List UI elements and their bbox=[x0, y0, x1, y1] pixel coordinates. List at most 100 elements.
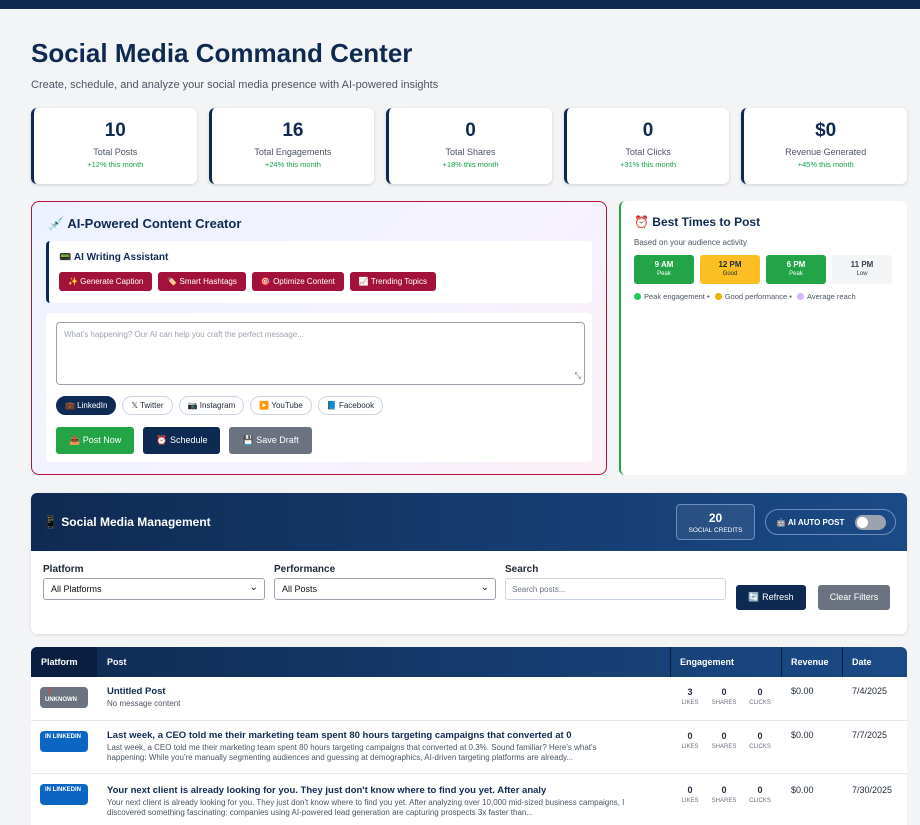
trending-topics-button[interactable]: 📈 Trending Topics bbox=[349, 272, 436, 291]
likes-value: 0 bbox=[687, 731, 693, 741]
page-subtitle: Create, schedule, and analyze your socia… bbox=[31, 79, 439, 91]
post-title[interactable]: Last week, a CEO told me their marketing… bbox=[107, 730, 572, 741]
management-title: 📱 Social Media Management bbox=[43, 515, 211, 529]
refresh-button[interactable]: 🔄 Refresh bbox=[736, 585, 806, 610]
post-now-button[interactable]: 📤 Post Now bbox=[56, 427, 135, 454]
chevron-down-icon: ⌄ bbox=[249, 582, 258, 593]
toggle-switch[interactable] bbox=[855, 515, 886, 530]
textarea-placeholder: What's happening? Our AI can help you cr… bbox=[64, 330, 304, 339]
resize-handle-icon[interactable]: ⤡ bbox=[574, 371, 581, 380]
table-row[interactable]: IN LINKEDIN Last week, a CEO told me the… bbox=[31, 721, 907, 774]
best-times-title: ⏰ Best Times to Post bbox=[634, 215, 761, 229]
col-divider bbox=[842, 647, 843, 677]
filters-bar: Platform All Platforms ⌄ Performance All … bbox=[31, 551, 907, 634]
optimize-content-button[interactable]: 🎯 Optimize Content bbox=[251, 272, 344, 291]
platform-twitter[interactable]: 𝕏 Twitter bbox=[122, 396, 173, 415]
slot-tag: Peak bbox=[657, 271, 671, 277]
stat-value: 0 bbox=[642, 120, 654, 141]
platform-facebook[interactable]: 📘 Facebook bbox=[317, 396, 384, 415]
clicks-value: 0 bbox=[757, 785, 763, 795]
legend-peak: Peak engagement • bbox=[644, 292, 710, 301]
best-times-legend: Peak engagement • Good performance • Ave… bbox=[634, 292, 894, 301]
chevron-down-icon: ⌄ bbox=[480, 582, 489, 593]
date-cell: 7/7/2025 bbox=[852, 730, 888, 740]
credits-value: 20 bbox=[708, 511, 723, 525]
revenue-cell: $0.00 bbox=[791, 730, 814, 740]
clicks-cell: 0 CLICKS bbox=[745, 731, 775, 750]
clicks-label: CLICKS bbox=[749, 700, 771, 706]
platform-badge: IN LINKEDIN bbox=[40, 784, 88, 805]
slot-time: 11 PM bbox=[850, 260, 874, 269]
shares-label: SHARES bbox=[711, 744, 737, 750]
stat-change: +45% this month bbox=[797, 160, 854, 169]
col-revenue: Revenue bbox=[791, 657, 829, 667]
stat-total-shares: 0 Total Shares +18% this month bbox=[386, 108, 552, 184]
likes-value: 3 bbox=[687, 687, 693, 697]
generate-caption-button[interactable]: ✨ Generate Caption bbox=[59, 272, 153, 291]
assistant-title: 📟 AI Writing Assistant bbox=[59, 252, 169, 263]
post-body: No message content bbox=[107, 699, 181, 708]
schedule-button[interactable]: ⏰ Schedule bbox=[143, 427, 221, 454]
smart-hashtags-button[interactable]: 🏷️ Smart Hashtags bbox=[158, 272, 246, 291]
stat-value: 10 bbox=[104, 120, 126, 141]
legend-average: Average reach bbox=[807, 292, 856, 301]
platform-col-bg bbox=[31, 647, 97, 677]
ai-writing-assistant: 📟 AI Writing Assistant ✨ Generate Captio… bbox=[46, 241, 592, 303]
revenue-cell: $0.00 bbox=[791, 686, 814, 696]
likes-label: LIKES bbox=[681, 798, 699, 804]
clear-filters-button[interactable]: Clear Filters bbox=[818, 585, 890, 610]
col-engagement: Engagement bbox=[680, 657, 735, 667]
likes-cell: 0 LIKES bbox=[675, 785, 705, 804]
stat-change: +31% this month bbox=[620, 160, 677, 169]
platform-filter-label: Platform bbox=[43, 564, 84, 575]
platform-youtube[interactable]: ▶️ YouTube bbox=[250, 396, 312, 415]
save-draft-button[interactable]: 💾 Save Draft bbox=[229, 427, 312, 454]
time-slot: 9 AM Peak bbox=[634, 255, 694, 284]
col-divider bbox=[781, 647, 782, 677]
legend-good: Good performance • bbox=[724, 292, 792, 301]
performance-select[interactable]: All Posts ⌄ bbox=[274, 578, 496, 600]
post-title[interactable]: Your next client is already looking for … bbox=[107, 785, 547, 796]
stat-total-posts: 10 Total Posts +12% this month bbox=[31, 108, 197, 184]
slot-tag: Good bbox=[722, 271, 738, 277]
stats-row: 10 Total Posts +12% this month 16 Total Eng… bbox=[31, 108, 907, 184]
stat-label: Total Shares bbox=[445, 147, 496, 157]
auto-post-label: 🤖 AI AUTO POST bbox=[776, 517, 845, 527]
table-row[interactable]: IN LINKEDIN Your next client is already … bbox=[31, 774, 907, 825]
shares-value: 0 bbox=[721, 687, 727, 697]
posts-table: Platform Post Engagement Revenue Date ❓ … bbox=[31, 647, 907, 825]
clicks-value: 0 bbox=[757, 687, 763, 697]
stat-label: Total Clicks bbox=[625, 147, 671, 157]
slot-tag: Peak bbox=[789, 271, 803, 277]
best-times-panel: ⏰ Best Times to Post Based on your audie… bbox=[619, 201, 907, 475]
performance-select-value: All Posts bbox=[282, 584, 318, 594]
credits-label: SOCIAL CREDITS bbox=[688, 527, 743, 534]
post-textarea[interactable]: What's happening? Our AI can help you cr… bbox=[56, 322, 585, 385]
post-title[interactable]: Untitled Post bbox=[107, 686, 166, 697]
shares-cell: 0 SHARES bbox=[709, 731, 739, 750]
table-row[interactable]: ❓ UNKNOWN Untitled Post No message conte… bbox=[31, 677, 907, 721]
stat-change: +18% this month bbox=[442, 160, 499, 169]
time-slot: 12 PM Good bbox=[700, 255, 760, 284]
top-bar bbox=[0, 0, 920, 9]
search-input[interactable]: Search posts... bbox=[505, 578, 726, 600]
col-platform: Platform bbox=[41, 657, 78, 667]
date-cell: 7/30/2025 bbox=[852, 785, 893, 795]
clicks-value: 0 bbox=[757, 731, 763, 741]
likes-label: LIKES bbox=[681, 700, 699, 706]
platform-select[interactable]: All Platforms ⌄ bbox=[43, 578, 265, 600]
stat-label: Revenue Generated bbox=[785, 147, 867, 157]
stat-value: $0 bbox=[815, 120, 837, 141]
slot-tag: Low bbox=[856, 271, 868, 277]
platform-linkedin[interactable]: 💼 LinkedIn bbox=[56, 396, 117, 415]
content-creator-panel: 💉 AI-Powered Content Creator 📟 AI Writin… bbox=[31, 201, 607, 475]
revenue-cell: $0.00 bbox=[791, 785, 814, 795]
ai-auto-post-toggle[interactable]: 🤖 AI AUTO POST bbox=[765, 509, 896, 535]
post-body: Your next client is already looking for … bbox=[107, 798, 625, 817]
col-date: Date bbox=[852, 657, 872, 667]
platform-badge: IN LINKEDIN bbox=[40, 731, 88, 752]
platform-instagram[interactable]: 📷 Instagram bbox=[178, 396, 245, 415]
post-composer: What's happening? Our AI can help you cr… bbox=[46, 313, 592, 462]
stat-revenue: $0 Revenue Generated +45% this month bbox=[741, 108, 907, 184]
best-times-subtitle: Based on your audience activity bbox=[634, 238, 747, 247]
